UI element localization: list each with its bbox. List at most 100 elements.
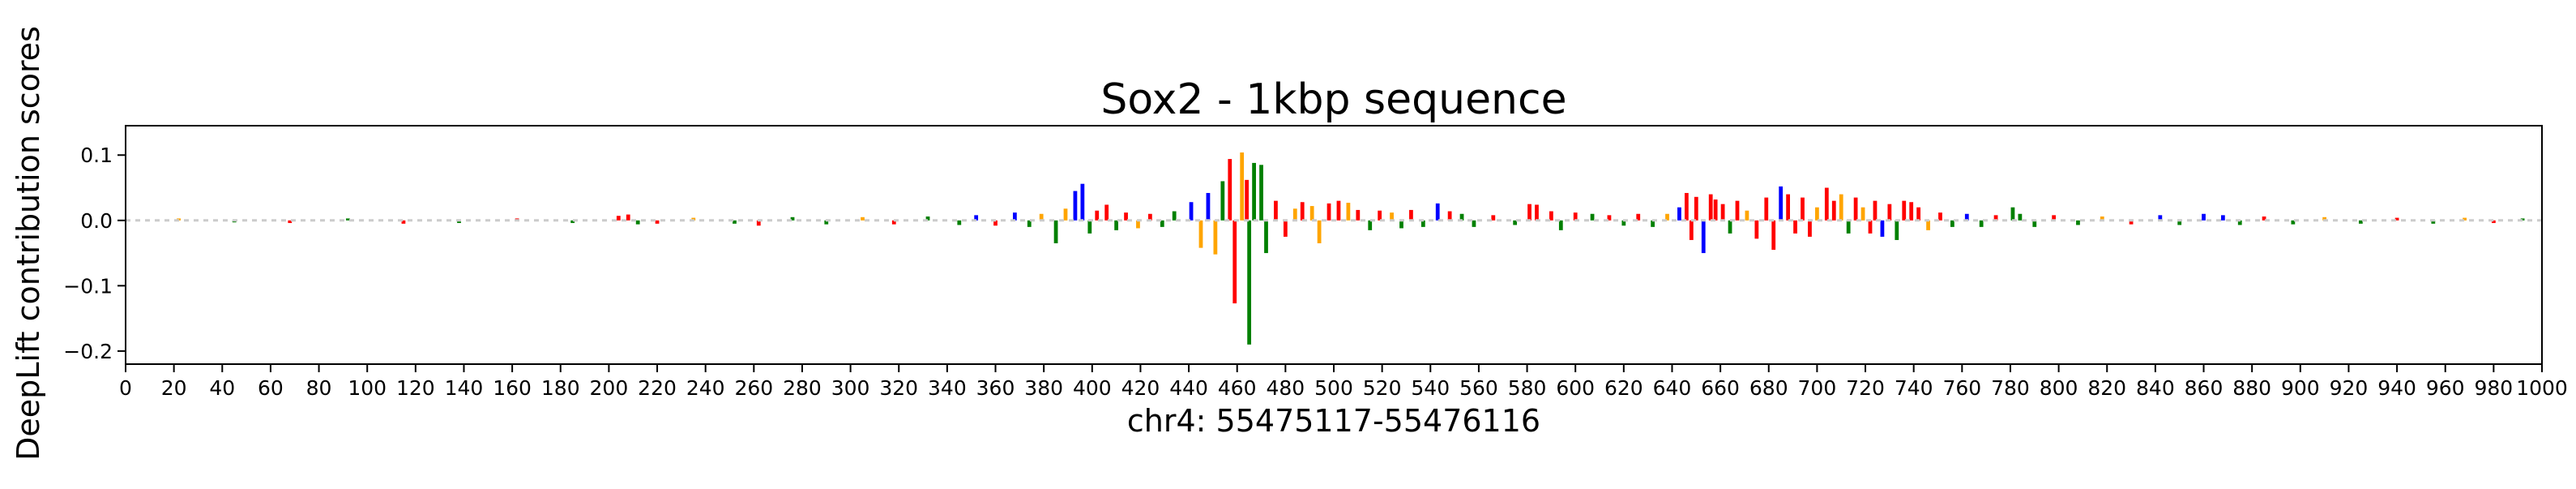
contribution-bar (1346, 203, 1351, 221)
contribution-bar (1447, 211, 1452, 221)
x-tick-label: 480 (1267, 376, 1305, 400)
contribution-bar (1979, 220, 1984, 227)
contribution-bar (1860, 207, 1865, 221)
x-tick-label: 880 (2232, 376, 2271, 400)
x-tick-label: 640 (1653, 376, 1692, 400)
contribution-bar (2100, 216, 2104, 221)
x-tick-label: 760 (1942, 376, 1981, 400)
contribution-bar (1114, 220, 1119, 230)
contribution-bar (1938, 212, 1942, 221)
contribution-bar (1684, 192, 1689, 221)
x-tick-label: 440 (1169, 376, 1208, 400)
plot-area (125, 125, 2543, 365)
x-tick-label: 520 (1363, 376, 1402, 400)
contribution-bar (1220, 181, 1225, 221)
x-axis-label: chr4: 55475117-55476116 (1127, 403, 1540, 439)
contribution-bar (1689, 220, 1694, 240)
contribution-bar (1573, 212, 1578, 221)
contribution-bar (1136, 220, 1140, 229)
contribution-bar (1073, 191, 1078, 221)
contribution-bar (1435, 203, 1440, 221)
contribution-bar (2018, 213, 2023, 221)
contribution-bar (1853, 197, 1858, 221)
contribution-bar (1950, 220, 1954, 227)
contribution-bar (1300, 202, 1305, 221)
contribution-bar (1887, 204, 1892, 221)
contribution-bar (2322, 217, 2327, 221)
contribution-bar (2129, 220, 2134, 225)
contribution-bar (2052, 215, 2057, 221)
chart-title: Sox2 - 1kbp sequence (1100, 75, 1566, 124)
contribution-bar (1607, 215, 1612, 221)
contribution-bar (570, 220, 575, 224)
x-tick-label: 600 (1556, 376, 1595, 400)
x-tick-label: 700 (1798, 376, 1837, 400)
x-tick-label: 940 (2377, 376, 2416, 400)
x-tick-label: 960 (2426, 376, 2465, 400)
contribution-bar (1651, 220, 1655, 227)
contribution-bar (1815, 207, 1819, 221)
contribution-bar (2010, 207, 2015, 221)
y-axis-label: DeepLift contribution scores (11, 26, 46, 461)
contribution-bar (1409, 209, 1413, 221)
contribution-bar (2491, 220, 2496, 224)
x-tick-label: 740 (1895, 376, 1933, 400)
contribution-bar (824, 220, 829, 225)
contribution-bar (1198, 220, 1203, 248)
contribution-bar (1764, 197, 1769, 221)
x-tick-label: 580 (1508, 376, 1547, 400)
contribution-bar (1558, 220, 1563, 230)
contribution-bar (2202, 213, 2206, 221)
x-tick-label: 620 (1604, 376, 1643, 400)
contribution-bar (655, 220, 660, 224)
x-tick-label: 560 (1459, 376, 1498, 400)
contribution-bar (1786, 194, 1791, 221)
x-tick-label: 780 (1991, 376, 2030, 400)
contribution-bar (1713, 199, 1718, 221)
x-tick-label: 340 (928, 376, 967, 400)
contribution-bar (1189, 202, 1194, 221)
contribution-bar (2076, 220, 2080, 225)
contribution-bar (1172, 211, 1177, 221)
contribution-bar (1926, 220, 1930, 230)
contribution-bar (2291, 220, 2296, 225)
contribution-bar (790, 217, 795, 221)
x-tick-label: 680 (1749, 376, 1788, 400)
contribution-bar (1252, 162, 1256, 221)
x-tick-label: 980 (2475, 376, 2514, 400)
contribution-bar (1873, 200, 1878, 221)
contribution-bar (733, 220, 737, 224)
contribution-bar (616, 216, 621, 221)
contribution-bar (2237, 220, 2242, 225)
contribution-bar (1720, 204, 1725, 221)
contribution-bar (1317, 220, 1322, 243)
contribution-bar (1808, 220, 1812, 237)
contribution-bar (1728, 220, 1732, 234)
x-tick-label: 300 (831, 376, 870, 400)
contribution-bar (1694, 196, 1698, 221)
contribution-bar (1895, 220, 1899, 240)
contribution-bar (1868, 220, 1873, 234)
contribution-bar (1326, 203, 1331, 221)
contribution-bar (1147, 213, 1152, 221)
contribution-bar (1247, 220, 1252, 345)
contribution-bar (1839, 194, 1843, 221)
contribution-bar (925, 216, 930, 221)
contribution-bar (2177, 220, 2182, 225)
contribution-bar (1590, 213, 1595, 221)
contribution-bar (1621, 220, 1626, 226)
contribution-bar (1527, 204, 1532, 221)
contribution-bar (2032, 220, 2037, 227)
x-tick-label: 240 (686, 376, 725, 400)
plot-frame (125, 125, 2543, 365)
x-tick-label: 320 (879, 376, 918, 400)
contribution-bar (974, 215, 979, 221)
contribution-bar (1824, 187, 1829, 221)
contribution-bar (1080, 183, 1085, 221)
x-tick-label: 820 (2087, 376, 2126, 400)
contribution-bar (457, 220, 461, 224)
x-tick-label: 0 (119, 376, 132, 400)
contribution-bar (626, 214, 630, 221)
x-axis: 0 20 40 60 80 100 120 140 160 180 200 220 240 260 280 3… (119, 364, 2568, 400)
